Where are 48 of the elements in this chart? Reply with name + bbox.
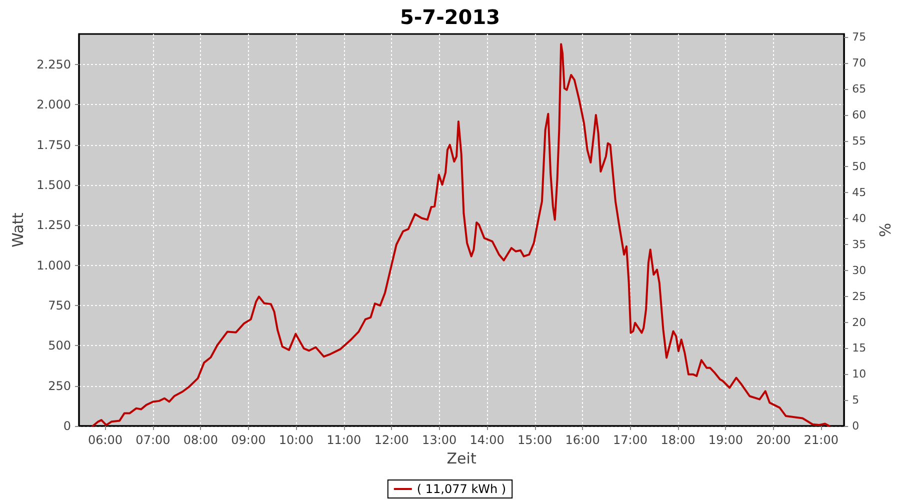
x-tick-label: 10:00 xyxy=(278,433,314,447)
y2-tick-label: 55 xyxy=(852,134,866,148)
legend-label: ( 11,077 kWh ) xyxy=(416,482,506,496)
y-axis-title: Watt xyxy=(9,212,28,248)
y2-tick-label: 5 xyxy=(852,394,860,407)
x-tick-label: 09:00 xyxy=(231,433,266,447)
y-tick-label: 250 xyxy=(48,378,71,393)
x-tick-label: 07:00 xyxy=(136,433,170,447)
y2-tick-label: 75 xyxy=(852,30,866,44)
x-tick-label: 13:00 xyxy=(422,433,457,447)
y-tick-label: 1.750 xyxy=(36,138,71,152)
y2-tick-label: 45 xyxy=(852,186,866,200)
x-tick-label: 17:00 xyxy=(612,433,648,447)
y-tick-label: 500 xyxy=(48,338,71,353)
y2-tick-label: 50 xyxy=(852,160,866,174)
x-tick-label: 08:00 xyxy=(183,433,218,447)
x-tick-label: 11:00 xyxy=(326,433,362,447)
y2-tick-label: 30 xyxy=(852,264,866,277)
y-tick-label: 0 xyxy=(63,419,71,433)
y-tick-label: 1.000 xyxy=(36,258,71,272)
x-tick-label: 12:00 xyxy=(374,433,409,447)
y2-tick-label: 65 xyxy=(852,82,866,96)
chart-title: 5-7-2013 xyxy=(400,5,500,29)
y2-tick-label: 10 xyxy=(852,368,866,381)
y-tick-label: 1.500 xyxy=(36,178,71,192)
line-series xyxy=(92,43,830,427)
y2-tick-label: 20 xyxy=(852,316,866,329)
x-axis-title: Zeit xyxy=(446,450,476,468)
x-tick-label: 16:00 xyxy=(565,433,600,447)
x-tick-label: 06:00 xyxy=(88,433,123,447)
y2-tick-label: 15 xyxy=(852,342,866,355)
y-tick-label: 2.000 xyxy=(36,98,71,112)
y2-axis-title: % xyxy=(876,222,894,238)
y2-tick-label: 25 xyxy=(852,290,866,303)
y2-tick-label: 70 xyxy=(852,56,866,70)
y2-tick-label: 0 xyxy=(852,420,860,432)
y2-tick-label: 35 xyxy=(852,238,866,252)
x-tick-label: 20:00 xyxy=(756,433,791,447)
x-tick-label: 18:00 xyxy=(660,433,696,447)
y-tick-label: 1.250 xyxy=(36,218,71,232)
x-tick-label: 19:00 xyxy=(708,433,744,447)
x-tick-label: 14:00 xyxy=(470,433,504,447)
y2-tick-label: 40 xyxy=(852,212,866,226)
x-tick-label: 15:00 xyxy=(518,433,552,447)
y-tick-label: 750 xyxy=(48,298,71,313)
y-tick-label: 2.250 xyxy=(36,58,71,72)
x-tick-label: 21:00 xyxy=(804,433,838,447)
y2-tick-label: 60 xyxy=(852,108,866,122)
